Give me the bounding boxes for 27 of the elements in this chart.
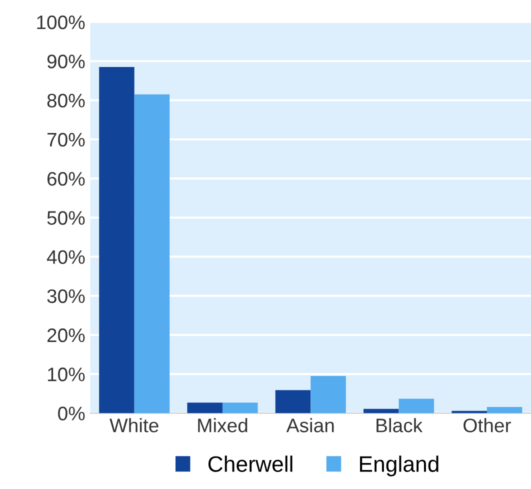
bar [187, 402, 222, 414]
y-tick-label: 0% [58, 406, 85, 420]
bar [398, 398, 434, 414]
bar [486, 406, 522, 414]
bar [275, 390, 311, 414]
y-tick-label: 80% [47, 94, 85, 108]
y-tick-label: 20% [47, 328, 85, 342]
legend-label: Cherwell [208, 456, 292, 472]
y-tick-label: 50% [47, 211, 85, 225]
y-tick-label: 30% [47, 289, 85, 304]
x-tick-label: Black [376, 418, 423, 432]
y-tick-label: 40% [46, 250, 85, 264]
x-tick-label: Other [464, 418, 511, 432]
y-tick-label: 10% [48, 368, 85, 382]
y-tick-label: 70% [47, 132, 85, 147]
x-tick-label: Mixed [198, 418, 248, 432]
bar [99, 66, 134, 414]
x-tick-label: White [110, 418, 158, 432]
bar [222, 402, 258, 414]
bar [310, 376, 346, 414]
bar [134, 94, 170, 414]
x-tick-label: Asian [286, 418, 334, 432]
y-tick-label: 60% [47, 172, 85, 186]
legend-label: England [360, 456, 438, 476]
y-tick-label: 100% [37, 15, 85, 30]
y-tick-label: 90% [47, 54, 85, 68]
bar [364, 408, 399, 414]
